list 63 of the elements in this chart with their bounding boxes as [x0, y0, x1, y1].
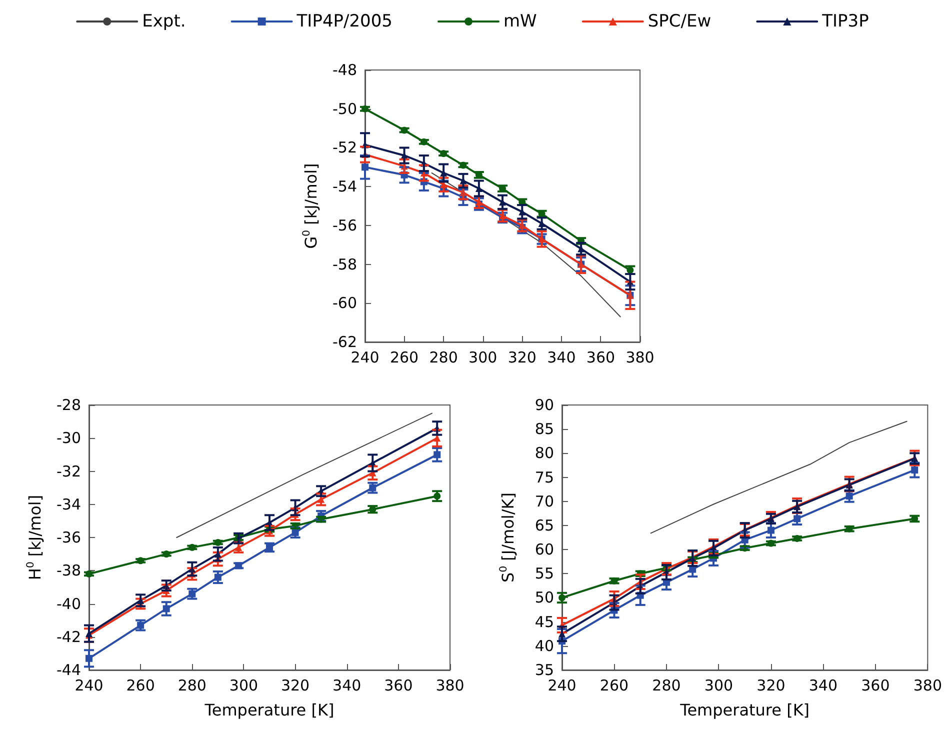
y-tick-label: 45 — [534, 612, 554, 631]
x-tick-label: 340 — [547, 348, 576, 366]
y-tick-label: 70 — [534, 492, 554, 510]
x-tick-label: 320 — [508, 348, 536, 366]
x-tick-label: 300 — [468, 348, 498, 366]
y-tick-label: -38 — [56, 562, 81, 580]
y-tick-label: 60 — [534, 540, 554, 559]
x-tick-label: 240 — [350, 348, 380, 366]
x-tick-label: 300 — [229, 676, 258, 694]
x-tick-label: 380 — [913, 676, 942, 694]
y-tick-label: 75 — [534, 468, 554, 486]
x-tick-label: 260 — [390, 348, 419, 366]
y-tick-label: -34 — [56, 495, 81, 514]
y-tick-label: 65 — [534, 516, 554, 534]
y-tick-label: -58 — [332, 255, 357, 274]
y-axis-title: S0 [J/mol/K] — [498, 492, 518, 582]
y-tick-label: -36 — [56, 528, 81, 546]
y-tick-label: -60 — [332, 294, 357, 312]
x-tick-label: 280 — [178, 676, 206, 694]
y-tick-label: 80 — [534, 444, 554, 462]
y-axis-title: H0 [kJ/mol] — [26, 494, 44, 580]
y-tick-label: -42 — [56, 628, 81, 646]
y-tick-label: 90 — [534, 396, 554, 414]
y-tick-label: 55 — [534, 564, 554, 583]
x-tick-label: 280 — [652, 676, 681, 694]
x-tick-label: 380 — [436, 676, 464, 694]
legend-label: TIP3P — [821, 12, 869, 32]
x-tick-label: 380 — [626, 348, 654, 366]
y-tick-label: -50 — [332, 100, 357, 118]
x-tick-label: 260 — [600, 676, 629, 694]
y-tick-label: -28 — [56, 396, 81, 414]
y-tick-label: -48 — [332, 61, 357, 79]
legend-label: SPC/Ew — [648, 12, 712, 32]
y-tick-label: -32 — [56, 462, 81, 480]
x-tick-label: 320 — [756, 676, 786, 694]
x-tick-label: 300 — [704, 676, 734, 694]
y-tick-label: -56 — [332, 216, 357, 234]
legend-label: TIP4P/2005 — [296, 12, 393, 32]
legend-label: mW — [504, 12, 538, 32]
y-tick-label: -44 — [56, 661, 81, 679]
y-tick-label: 35 — [534, 661, 554, 679]
x-tick-label: 320 — [280, 676, 310, 694]
y-tick-label: -52 — [332, 138, 357, 157]
x-tick-label: 360 — [586, 348, 616, 366]
y-tick-label: -62 — [332, 333, 357, 351]
y-tick-label: -54 — [332, 178, 357, 196]
y-tick-label: 40 — [534, 636, 554, 655]
x-tick-label: 260 — [126, 676, 155, 694]
x-tick-label: 360 — [384, 676, 413, 694]
x-tick-label: 340 — [332, 676, 362, 694]
x-tick-label: 340 — [808, 676, 838, 694]
y-tick-label: -30 — [56, 429, 81, 448]
legend-label: Expt. — [142, 12, 186, 32]
y-tick-label: -40 — [56, 594, 81, 613]
x-tick-label: 240 — [74, 676, 104, 694]
x-axis-title: Temperature [K] — [679, 700, 810, 720]
x-tick-label: 240 — [548, 676, 576, 694]
x-tick-label: 280 — [429, 348, 458, 366]
y-axis-title: G0 [kJ/mol] — [302, 163, 320, 249]
x-tick-label: 360 — [861, 676, 890, 694]
x-axis-title: Temperature [K] — [204, 700, 334, 720]
y-tick-label: 85 — [534, 420, 554, 438]
y-tick-label: 50 — [534, 588, 554, 607]
